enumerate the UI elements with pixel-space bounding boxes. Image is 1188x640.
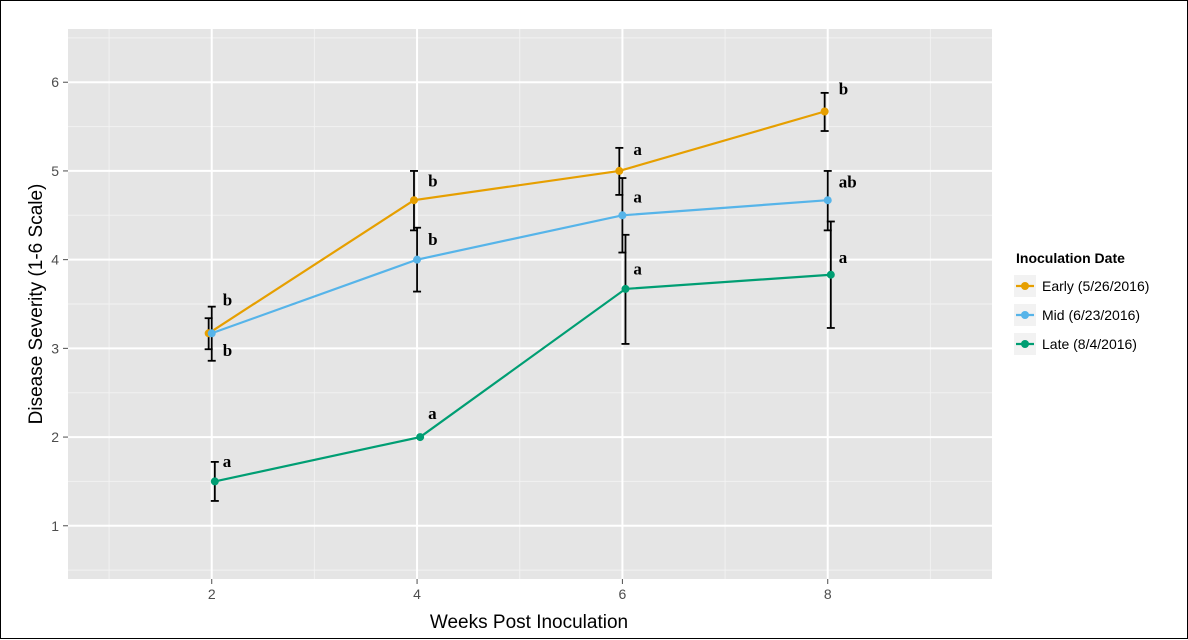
x-tick-label: 6 <box>619 586 627 602</box>
data-point-mid <box>823 196 832 205</box>
data-points <box>204 107 835 486</box>
significance-label: b <box>223 341 232 360</box>
series-line-early <box>208 110 825 335</box>
y-axis-title: Disease Severity (1-6 Scale) <box>26 184 47 425</box>
data-point-late <box>621 284 630 293</box>
legend-key-point-late <box>1021 340 1029 348</box>
legend: Inoculation Date Early (5/26/2016) Mid (6… <box>1014 250 1149 355</box>
y-tick-label: 4 <box>51 252 59 268</box>
legend-label-mid: Mid (6/23/2016) <box>1042 307 1140 323</box>
x-tick-label: 8 <box>824 586 832 602</box>
significance-label: a <box>633 260 642 279</box>
legend-label-early: Early (5/26/2016) <box>1042 278 1149 294</box>
series-line-mid <box>211 199 828 335</box>
significance-label: a <box>633 140 642 159</box>
grid-lines <box>68 29 992 579</box>
x-tick-label: 2 <box>208 586 216 602</box>
y-tick-label: 5 <box>51 163 59 179</box>
y-tick-label: 2 <box>51 429 59 445</box>
data-point-mid <box>618 211 627 220</box>
x-axis-title: Weeks Post Inoculation <box>430 612 628 633</box>
data-point-late <box>416 433 425 442</box>
legend-key-point-mid <box>1021 311 1029 319</box>
significance-label: a <box>633 188 642 207</box>
significance-label: a <box>839 248 848 267</box>
data-point-mid <box>413 255 422 264</box>
y-tick-label: 3 <box>51 340 59 356</box>
legend-label-late: Late (8/4/2016) <box>1042 336 1137 352</box>
data-point-mid <box>207 329 216 338</box>
y-tick-label: 1 <box>51 518 59 534</box>
tick-marks <box>63 81 829 584</box>
data-point-late <box>210 477 219 486</box>
series-lines <box>208 110 831 483</box>
data-point-early <box>409 196 418 205</box>
significance-label: b <box>839 79 848 98</box>
significance-label: a <box>223 452 232 471</box>
data-point-early <box>820 107 829 116</box>
series-line-late <box>214 273 831 483</box>
significance-label: b <box>223 291 232 310</box>
significance-label: ab <box>839 173 857 192</box>
data-point-early <box>615 166 624 175</box>
significance-label: a <box>428 404 437 423</box>
x-tick-label: 4 <box>413 586 421 602</box>
significance-label: b <box>428 172 437 191</box>
legend-title: Inoculation Date <box>1016 250 1125 266</box>
y-tick-label: 6 <box>51 74 59 90</box>
significance-label: b <box>428 230 437 249</box>
data-point-late <box>826 270 835 279</box>
legend-key-point-early <box>1021 282 1029 290</box>
